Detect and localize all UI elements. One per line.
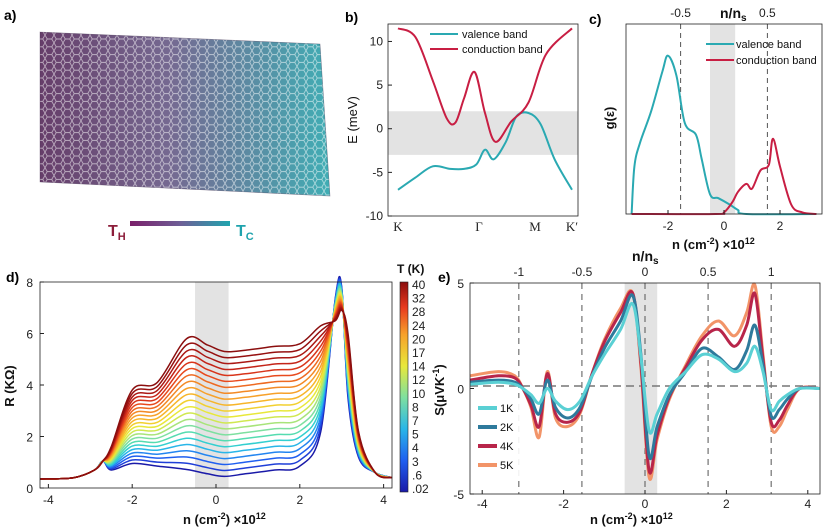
panel-e-ylabel: S(μVK-1) (431, 364, 447, 415)
colorbar-title: T (K) (397, 262, 424, 276)
panel-e-ytick-label: 0 (457, 383, 464, 397)
panel-d-ytick-label: 0 (26, 482, 33, 496)
panel-e-top-tick-label: -0.5 (572, 265, 593, 279)
panel-d-xtick-label: 0 (213, 493, 220, 507)
panel-c-xlabel: n (cm-2) ×1012 (672, 236, 755, 252)
panel-c-top-tick-label: 0.5 (759, 6, 776, 20)
panel-d-xtick-label: -2 (127, 493, 138, 507)
colorbar-tick-label: 32 (412, 292, 426, 306)
panel-b-xtick-label: K′ (566, 219, 578, 234)
panel-e-xtick-label: 2 (723, 497, 730, 511)
panel-b-series-valence (397, 111, 573, 191)
colorbar-tick-label: 14 (412, 360, 426, 374)
panel-b-ytick-label: -10 (366, 209, 384, 223)
panel-d-ytick-label: 8 (26, 276, 33, 290)
panel-e-ytick-label: -5 (453, 488, 464, 502)
panel-b-series-conduction (397, 27, 573, 143)
panel-c-ylabel: g(ε) (602, 107, 617, 130)
colorbar-tick-label: 4 (412, 441, 419, 455)
panel-e-xtick-label: -4 (477, 497, 488, 511)
panel-b-label: b) (345, 9, 358, 25)
panel-d-series-curve (39, 309, 393, 480)
panel-b-xtick-label: K (393, 219, 403, 234)
colorbar-tick-label: 24 (412, 319, 426, 333)
panel-b-axes (387, 23, 579, 217)
colorbar-tick-label: 20 (412, 332, 426, 346)
panel-d-xlabel: n (cm-2) ×1012 (183, 511, 266, 527)
colorbar (399, 281, 409, 493)
panel-b-ylabel: E (meV) (345, 96, 360, 144)
panel-e-series-1K (469, 302, 821, 435)
colorbar-tick-label: 28 (412, 305, 426, 319)
panel-c-xtick-label: 0 (721, 219, 728, 233)
panel-d-ytick-label: 4 (26, 379, 33, 393)
panel-d-xtick-label: -4 (43, 493, 54, 507)
panel-d-xtick-label: 2 (296, 493, 303, 507)
colorbar-tick-label: 40 (412, 278, 426, 292)
colorbar-tick-label: 10 (412, 387, 426, 401)
panel-a-label: a) (4, 7, 16, 23)
colorbar-tick-label: 5 (412, 428, 419, 442)
panel-b: b) -10 -5 0 5 10 K Γ M K′ E (meV) valence band c… (345, 9, 579, 234)
panel-e-legend-label: 1K (500, 403, 514, 415)
panel-e-legend-box (474, 398, 522, 480)
panel-c-legend-label: valence band (736, 39, 801, 51)
panel-e-legend-label: 2K (500, 422, 514, 434)
panel-c-xtick-label: -2 (663, 219, 674, 233)
t-cold-label: TC (236, 223, 254, 243)
panel-b-shaded-band (388, 111, 578, 155)
colorbar-tick-label: 3 (412, 455, 419, 469)
colorbar-tick-label: 12 (412, 373, 426, 387)
panel-c-shaded-band (710, 24, 736, 214)
panel-c: c) -2 0 2 -0.5 0.5 n/ns g(ε) n (cm-2) ×1012… (589, 5, 823, 252)
panel-b-ytick-label: 5 (376, 78, 383, 92)
panel-e-top-tick-label: 0 (642, 265, 649, 279)
panel-e-xtick-label: 0 (642, 497, 649, 511)
lattice-image (39, 31, 331, 197)
panel-b-xtick-label: Γ (475, 219, 483, 234)
panel-b-ytick-label: 0 (376, 122, 383, 136)
panel-e-xlabel: n (cm-2) ×1012 (590, 511, 673, 527)
panel-e-xtick-label: 4 (804, 497, 811, 511)
panel-d-ytick-label: 6 (26, 328, 33, 342)
temperature-gradient-bar (130, 221, 230, 226)
panel-d-ylabel: R (KΩ) (2, 365, 17, 406)
panel-b-xtick-label: M (529, 219, 541, 234)
colorbar-tick-label: .02 (412, 482, 429, 496)
panel-c-series-valence (630, 54, 817, 216)
panel-e-top-tick-label: 0.5 (700, 265, 717, 279)
panel-d-xtick-label: 4 (380, 493, 387, 507)
t-hot-label: TH (108, 223, 126, 243)
panel-b-ytick-label: 10 (370, 34, 384, 48)
panel-d-ytick-label: 2 (26, 431, 33, 445)
panel-b-legend-label: valence band (462, 29, 527, 41)
panel-e: e) -5 0 5 -4 -2 0 2 4 -1 -0.5 0 0.5 1 n/ns S(μVK-1… (431, 248, 821, 527)
panel-b-legend-label: conduction band (462, 44, 543, 56)
panel-a: a) TH TC (4, 7, 331, 243)
panel-c-xtick-label: 2 (777, 219, 784, 233)
panel-e-label: e) (438, 269, 450, 285)
panel-c-legend-label: conduction band (736, 55, 817, 67)
colorbar-tick-label: 17 (412, 346, 426, 360)
panel-b-ytick-label: -5 (372, 165, 383, 179)
panel-e-legend-label: 4K (500, 441, 514, 453)
panel-e-top-tick-label: 1 (768, 265, 775, 279)
colorbar-tick-label: 7 (412, 414, 419, 428)
panel-e-ytick-label: 5 (457, 277, 464, 291)
colorbar-tick-label: 8 (412, 400, 419, 414)
panel-c-top-tick-label: -0.5 (670, 6, 691, 20)
panel-c-top-axis-label: n/ns (720, 5, 747, 24)
panel-c-label: c) (589, 11, 601, 27)
panel-e-top-tick-label: -1 (514, 265, 525, 279)
panel-d-label: d) (6, 269, 19, 285)
colorbar-tick-label: .6 (412, 468, 422, 482)
panel-e-xtick-label: -2 (558, 497, 569, 511)
panel-e-top-axis-label: n/ns (632, 248, 659, 267)
panel-e-legend-label: 5K (500, 460, 514, 472)
